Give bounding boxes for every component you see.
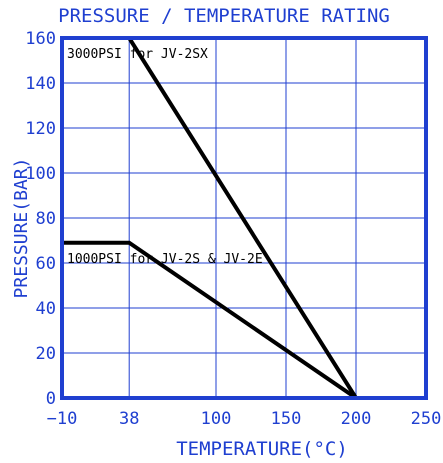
y-tick-label: 20 <box>36 344 56 364</box>
y-axis-label: PRESSURE(BAR) <box>11 158 32 299</box>
series-annotation: 1000PSI for JV-2S & JV-2E <box>67 252 263 267</box>
y-tick-label: 140 <box>25 74 56 94</box>
y-tick-label: 40 <box>36 299 56 319</box>
x-tick-label: 250 <box>411 409 442 429</box>
series-line <box>62 240 358 400</box>
y-tick-label: 100 <box>25 164 56 184</box>
y-tick-label: 120 <box>25 119 56 139</box>
x-tick-label: 38 <box>119 409 139 429</box>
plot-frame <box>60 36 428 400</box>
y-tick-label: 60 <box>36 254 56 274</box>
chart-title: PRESSURE / TEMPERATURE RATING <box>58 5 390 27</box>
x-axis-label: TEMPERATURE(°C) <box>176 438 348 460</box>
y-tick-label: 0 <box>46 389 56 409</box>
x-tick-label: 200 <box>341 409 372 429</box>
x-tick-label: −10 <box>47 409 78 429</box>
series-annotation: 3000PSI for JV-2SX <box>67 47 208 62</box>
y-tick-label: 160 <box>25 29 56 49</box>
y-tick-label: 80 <box>36 209 56 229</box>
x-tick-label: 150 <box>271 409 302 429</box>
tick-labels: −10 38 100 150 200 250 0 20 40 60 80 100 120 140 160 <box>25 29 441 429</box>
x-tick-label: 100 <box>201 409 232 429</box>
series-annotations: 3000PSI for JV-2SX 1000PSI for JV-2S & JV… <box>67 47 263 267</box>
